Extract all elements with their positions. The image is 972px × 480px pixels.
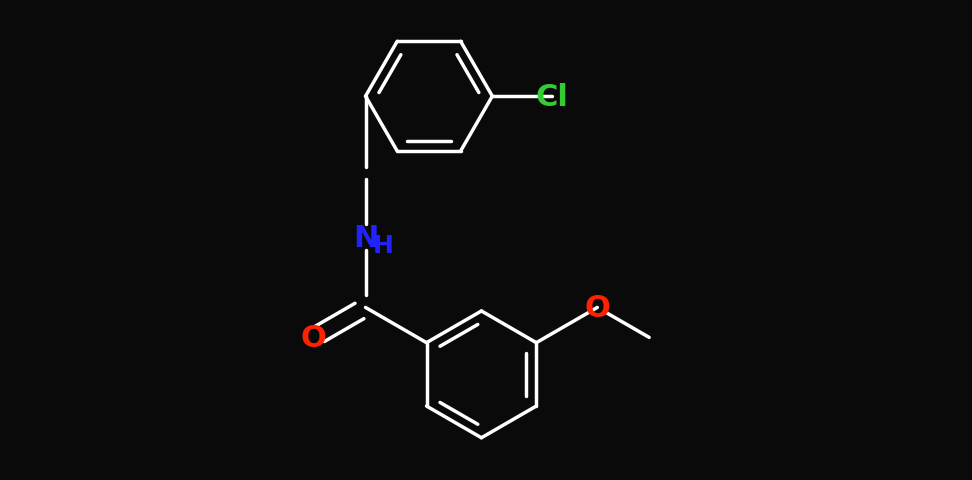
Text: O: O [300, 323, 327, 352]
Text: N: N [353, 223, 378, 252]
Text: H: H [372, 234, 394, 258]
Text: O: O [584, 293, 610, 322]
Text: Cl: Cl [536, 83, 569, 111]
